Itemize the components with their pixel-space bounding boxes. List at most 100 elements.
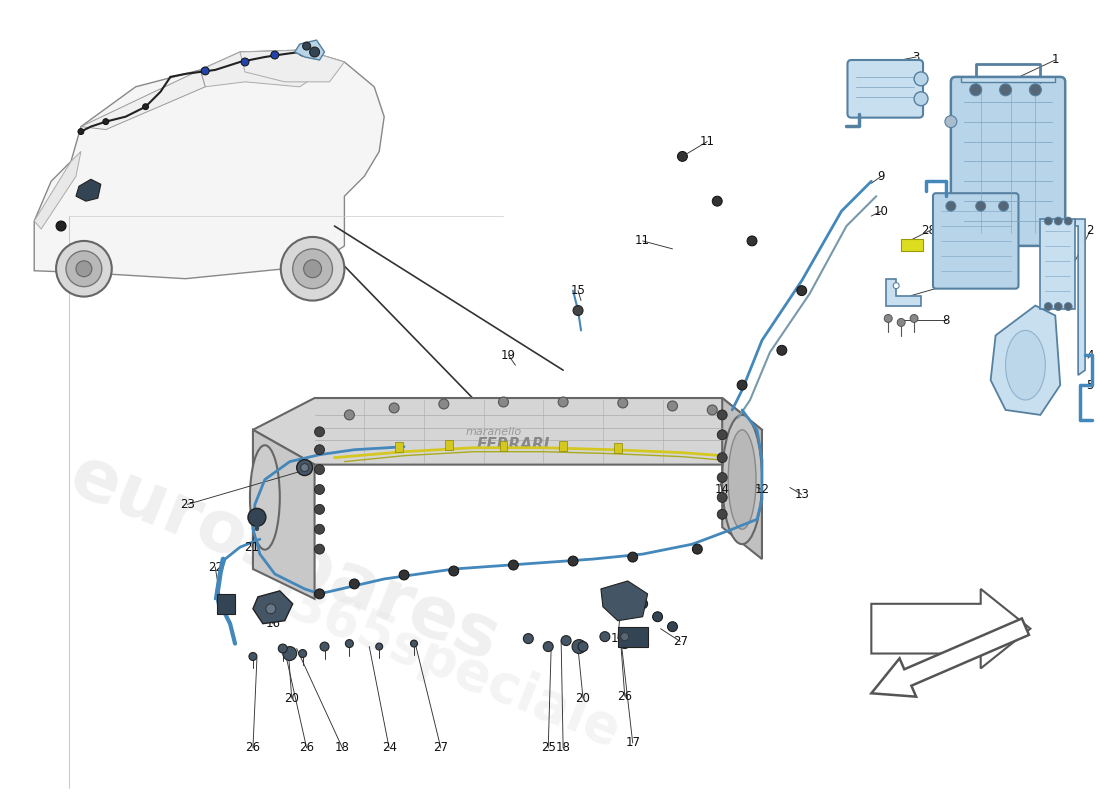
Polygon shape — [601, 581, 648, 621]
Text: 22: 22 — [208, 561, 222, 574]
Circle shape — [344, 410, 354, 420]
Circle shape — [1030, 84, 1042, 96]
Circle shape — [315, 504, 324, 514]
Circle shape — [389, 403, 399, 413]
Text: eurospares: eurospares — [60, 442, 509, 677]
Circle shape — [76, 261, 92, 277]
Ellipse shape — [1005, 330, 1045, 400]
Text: FERRARI: FERRARI — [476, 438, 550, 452]
Circle shape — [78, 129, 84, 134]
Circle shape — [271, 51, 278, 59]
Circle shape — [717, 453, 727, 462]
Circle shape — [707, 405, 717, 415]
Polygon shape — [1041, 219, 1075, 309]
Text: 18: 18 — [336, 742, 350, 754]
Text: 27: 27 — [433, 742, 449, 754]
Text: 12: 12 — [755, 483, 770, 496]
Circle shape — [578, 642, 588, 651]
FancyBboxPatch shape — [950, 77, 1065, 246]
FancyArrow shape — [871, 618, 1028, 697]
Circle shape — [66, 251, 102, 286]
Ellipse shape — [250, 446, 279, 550]
Circle shape — [309, 47, 320, 57]
Text: 26: 26 — [617, 690, 632, 702]
Circle shape — [508, 560, 518, 570]
Polygon shape — [34, 151, 81, 229]
Circle shape — [652, 612, 662, 622]
Text: 28: 28 — [922, 225, 936, 238]
Circle shape — [241, 58, 249, 66]
Circle shape — [1044, 217, 1053, 225]
Bar — [444, 440, 453, 450]
Circle shape — [315, 485, 324, 494]
Text: 11: 11 — [635, 234, 650, 247]
Bar — [499, 441, 507, 450]
Text: 15: 15 — [571, 284, 585, 297]
Text: 7: 7 — [953, 210, 959, 222]
Circle shape — [399, 570, 409, 580]
Text: 5: 5 — [1087, 378, 1093, 391]
Polygon shape — [240, 50, 344, 82]
Circle shape — [302, 42, 310, 50]
Circle shape — [1054, 217, 1063, 225]
Circle shape — [201, 67, 209, 75]
Circle shape — [638, 599, 648, 609]
Circle shape — [747, 236, 757, 246]
Circle shape — [439, 399, 449, 409]
Text: 27: 27 — [673, 635, 688, 648]
Circle shape — [283, 646, 297, 661]
Bar — [217, 594, 235, 614]
Text: 23: 23 — [180, 498, 195, 511]
Circle shape — [410, 640, 418, 647]
Circle shape — [796, 286, 806, 296]
Circle shape — [713, 196, 723, 206]
Text: 9: 9 — [878, 170, 886, 183]
Circle shape — [1044, 302, 1053, 310]
Circle shape — [300, 464, 309, 471]
Circle shape — [1064, 217, 1072, 225]
Bar — [618, 626, 648, 646]
Circle shape — [668, 401, 678, 411]
Text: 3: 3 — [912, 50, 920, 63]
Circle shape — [678, 151, 688, 162]
Polygon shape — [887, 278, 921, 306]
Text: 365speciale: 365speciale — [280, 578, 627, 758]
Circle shape — [249, 653, 257, 661]
Text: 14: 14 — [715, 483, 729, 496]
Text: 6: 6 — [942, 279, 949, 292]
Circle shape — [561, 636, 571, 646]
Bar — [614, 442, 622, 453]
Text: 19: 19 — [500, 349, 516, 362]
Circle shape — [572, 640, 586, 654]
Circle shape — [910, 314, 918, 322]
Polygon shape — [253, 398, 762, 465]
Bar — [901, 239, 923, 251]
Text: 20: 20 — [284, 692, 299, 705]
Circle shape — [299, 48, 307, 56]
Text: maranello: maranello — [465, 427, 521, 437]
Circle shape — [315, 465, 324, 474]
Circle shape — [56, 241, 112, 297]
Circle shape — [717, 430, 727, 440]
Circle shape — [946, 201, 956, 211]
Text: 13: 13 — [794, 488, 810, 501]
Circle shape — [143, 104, 148, 110]
Text: 20: 20 — [575, 692, 591, 705]
Text: 10: 10 — [873, 205, 889, 218]
Circle shape — [315, 445, 324, 454]
Circle shape — [893, 282, 899, 289]
Text: 1: 1 — [1052, 54, 1059, 66]
Polygon shape — [960, 77, 1055, 82]
Text: 17: 17 — [625, 737, 640, 750]
Polygon shape — [253, 430, 315, 599]
Text: 16: 16 — [265, 617, 280, 630]
Text: 26: 26 — [299, 742, 315, 754]
Circle shape — [884, 314, 892, 322]
Circle shape — [717, 473, 727, 482]
Circle shape — [777, 346, 786, 355]
Circle shape — [619, 638, 629, 649]
Polygon shape — [871, 589, 1031, 669]
Circle shape — [297, 460, 312, 475]
Circle shape — [945, 116, 957, 127]
Circle shape — [315, 544, 324, 554]
